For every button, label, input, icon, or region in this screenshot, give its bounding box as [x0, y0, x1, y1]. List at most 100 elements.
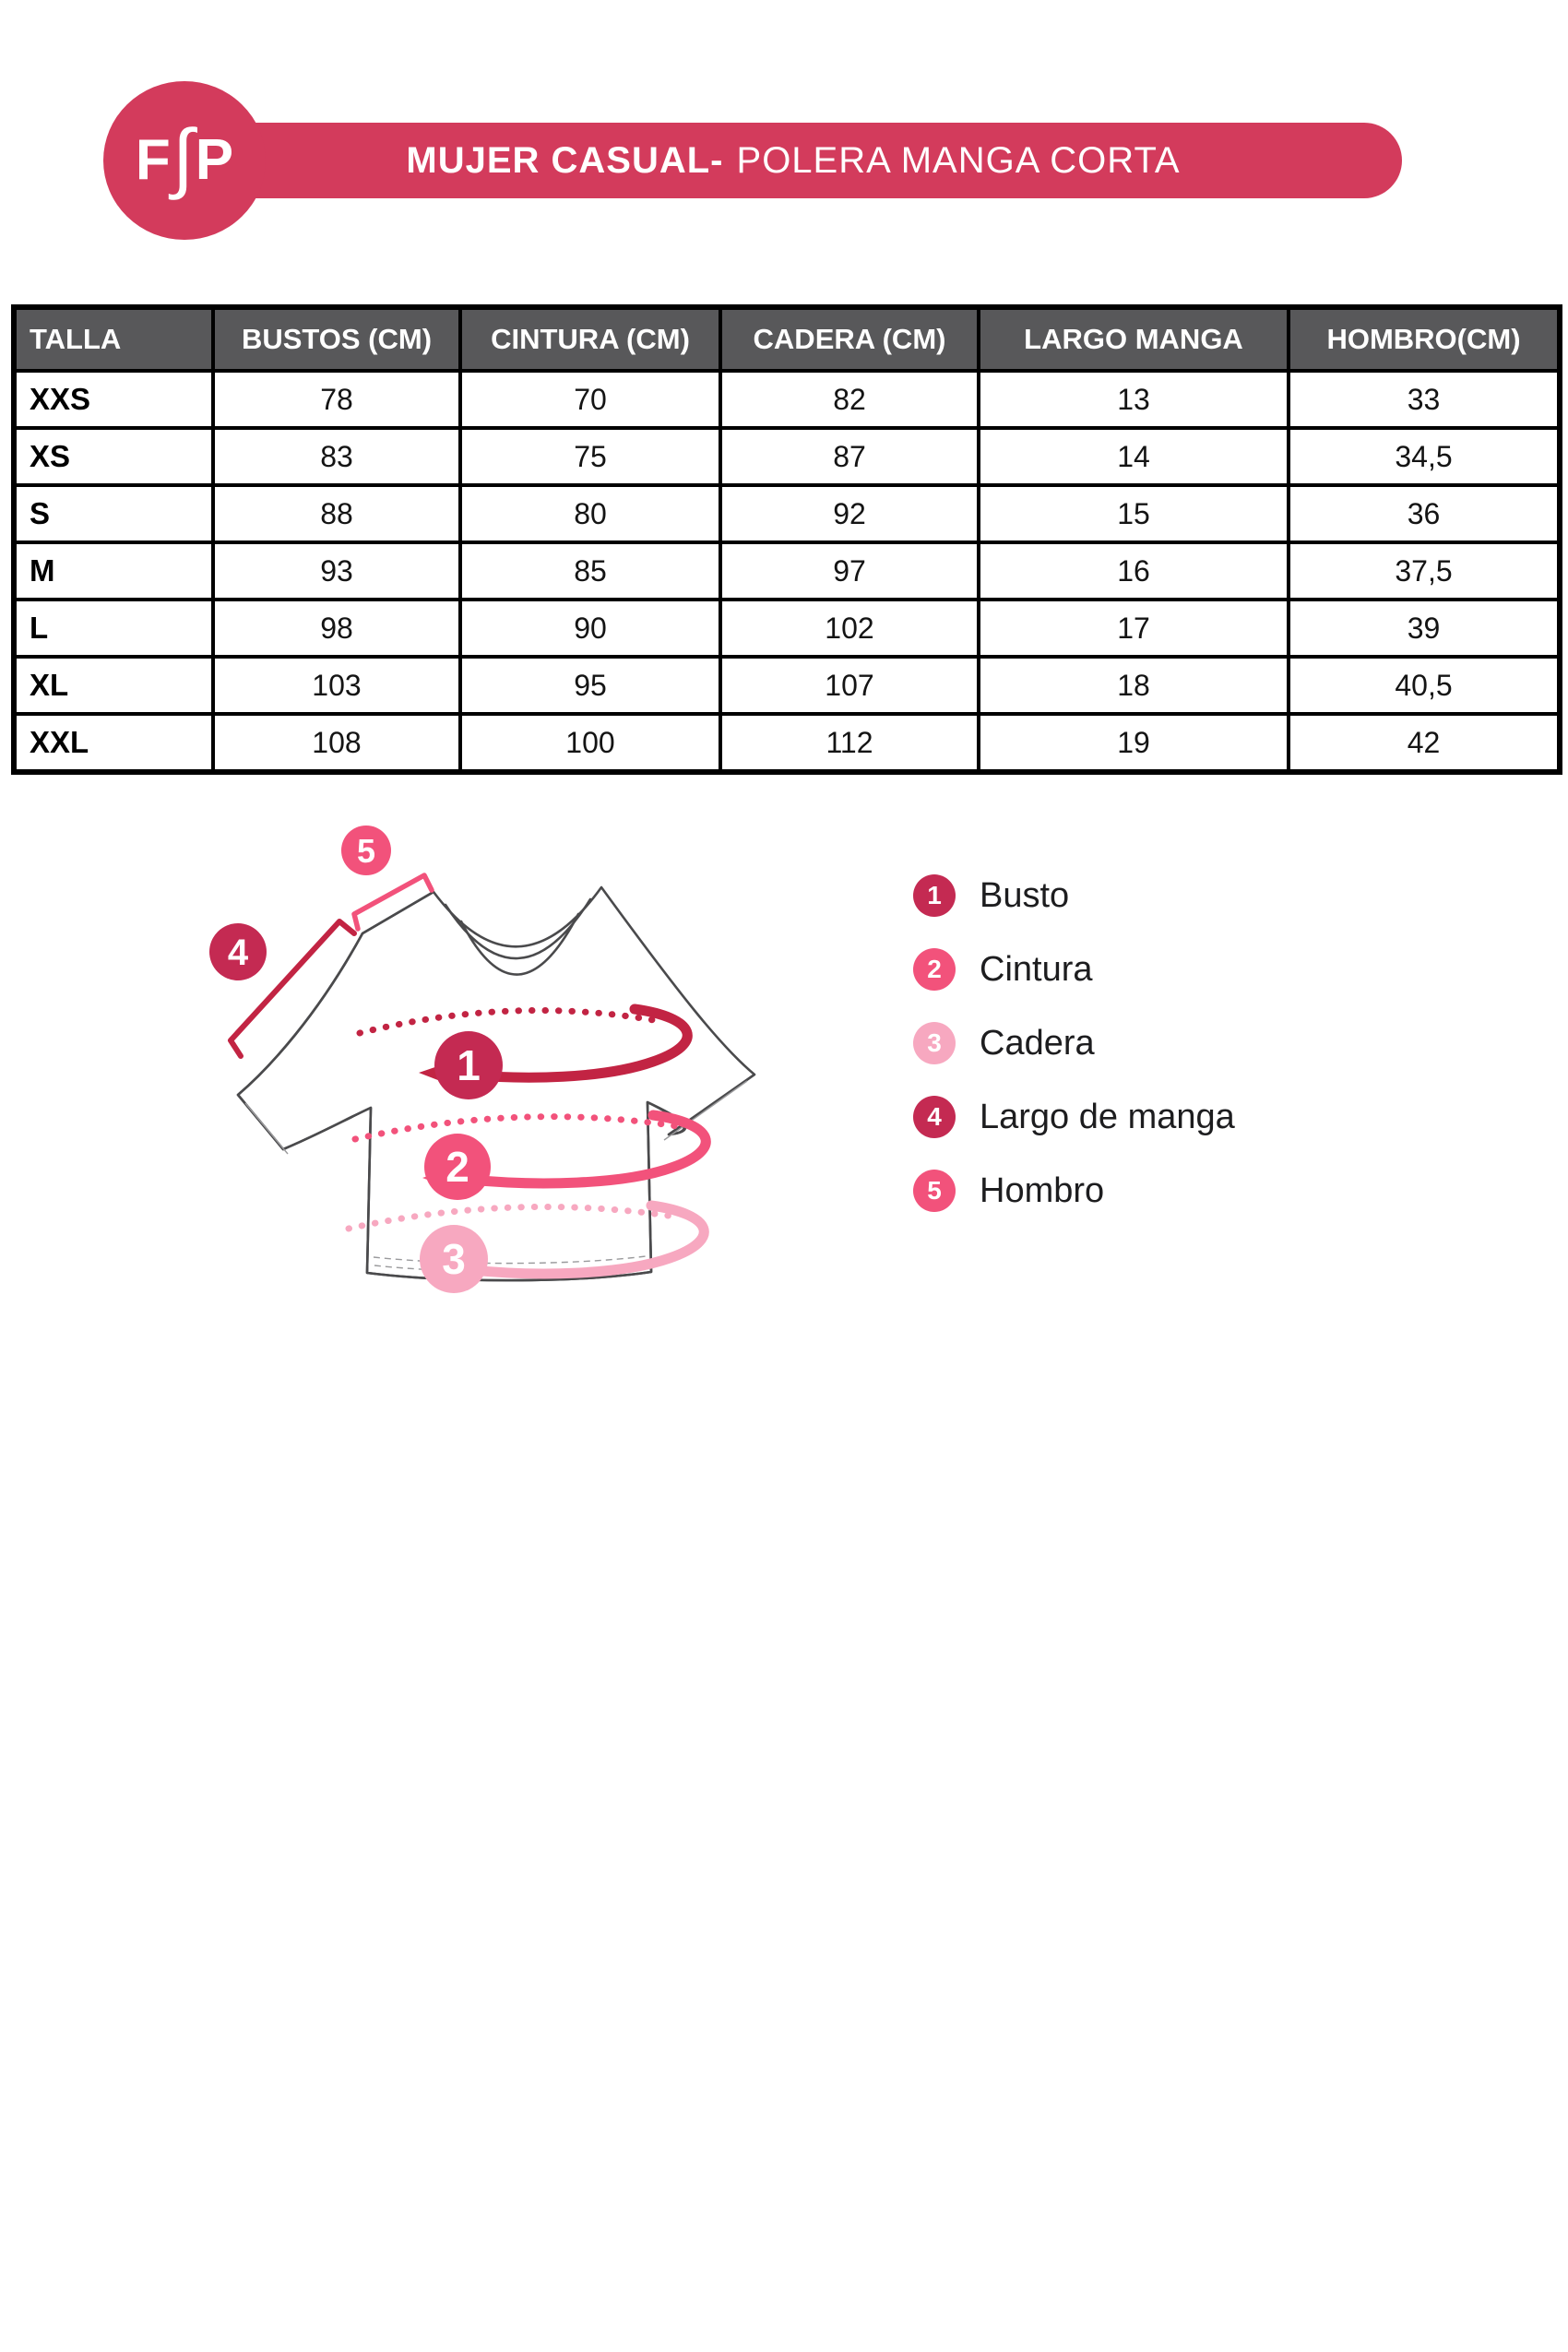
- size-label: L: [12, 598, 215, 659]
- largo-manga-value: 13: [977, 369, 1290, 430]
- hombro-value: 36: [1287, 483, 1562, 544]
- hombro-value: 33: [1287, 369, 1562, 430]
- tshirt-outline: [129, 793, 685, 1280]
- legend-number-badge: 4: [913, 1096, 956, 1138]
- cadera-value: 87: [719, 426, 980, 487]
- size-label: XXL: [12, 712, 215, 774]
- collar-fold-2: [459, 912, 580, 976]
- cintura-value: 85: [458, 540, 722, 601]
- title-product: POLERA MANGA CORTA: [736, 139, 1181, 181]
- bustos-value: 108: [211, 712, 462, 774]
- hip-measure-ring: 3: [345, 1200, 709, 1293]
- bustos-value: 93: [211, 540, 462, 601]
- table-row: XS 83 75 87 14 34,5: [12, 426, 1562, 487]
- cintura-value: 95: [458, 655, 722, 716]
- bustos-value: 88: [211, 483, 462, 544]
- sleeve-length-bracket: 4: [209, 919, 357, 1059]
- col-header-cintura: CINTURA (CM): [458, 305, 722, 373]
- badge-5: [341, 826, 391, 875]
- badge-1: [434, 1031, 503, 1099]
- title-banner: MUJER CASUAL- POLERA MANGA CORTA: [184, 123, 1402, 198]
- cintura-value: 90: [458, 598, 722, 659]
- legend-item: 2 Cintura: [913, 948, 1235, 991]
- cintura-value: 70: [458, 369, 722, 430]
- badge-4-number: 4: [228, 932, 249, 973]
- cadera-value: 112: [719, 712, 980, 774]
- legend-item: 3 Cadera: [913, 1022, 1235, 1064]
- badge-4: [209, 923, 267, 980]
- tshirt-measurement-diagram: 1 2 3 4: [129, 793, 830, 1347]
- legend-label: Cadera: [980, 1023, 1095, 1063]
- largo-manga-value: 14: [977, 426, 1290, 487]
- cadera-value: 107: [719, 655, 980, 716]
- table-row: XXL 108 100 112 19 42: [12, 712, 1562, 774]
- shoulder-bracket: 5: [341, 826, 434, 932]
- bust-measure-ring: 1: [356, 1004, 693, 1099]
- hombro-value: 37,5: [1287, 540, 1562, 601]
- hombro-value: 40,5: [1287, 655, 1562, 716]
- logo-letter-p: P: [195, 128, 234, 192]
- badge-5-number: 5: [357, 832, 375, 870]
- table-header-row: TALLA BUSTOS (CM) CINTURA (CM) CADERA (C…: [12, 305, 1562, 373]
- size-label: XXS: [12, 369, 215, 430]
- table-row: S 88 80 92 15 36: [12, 483, 1562, 544]
- cadera-value: 92: [719, 483, 980, 544]
- hombro-value: 39: [1287, 598, 1562, 659]
- right-sleeve-stitch: [663, 1080, 748, 1141]
- size-label: XL: [12, 655, 215, 716]
- hombro-value: 42: [1287, 712, 1562, 774]
- legend-number-badge: 3: [913, 1022, 956, 1064]
- legend-label: Largo de manga: [980, 1097, 1235, 1136]
- badge-2: [424, 1134, 491, 1200]
- waist-measure-ring: 2: [351, 1110, 711, 1200]
- size-label: S: [12, 483, 215, 544]
- legend-number-badge: 2: [913, 948, 956, 991]
- cintura-value: 75: [458, 426, 722, 487]
- legend-item: 1 Busto: [913, 874, 1235, 917]
- cadera-value: 82: [719, 369, 980, 430]
- cintura-value: 80: [458, 483, 722, 544]
- col-header-bustos: BUSTOS (CM): [211, 305, 462, 373]
- measurement-legend: 1 Busto 2 Cintura 3 Cadera 4 Largo de ma…: [913, 874, 1235, 1212]
- legend-number-badge: 1: [913, 874, 956, 917]
- size-table: TALLA BUSTOS (CM) CINTURA (CM) CADERA (C…: [11, 304, 1562, 775]
- legend-label: Hombro: [980, 1170, 1105, 1210]
- col-header-largo-manga: LARGO MANGA: [977, 305, 1290, 373]
- bustos-value: 78: [211, 369, 462, 430]
- table-row: XL 103 95 107 18 40,5: [12, 655, 1562, 716]
- legend-item: 4 Largo de manga: [913, 1096, 1235, 1138]
- logo-letter-f: F: [135, 128, 171, 192]
- bustos-value: 83: [211, 426, 462, 487]
- bustos-value: 103: [211, 655, 462, 716]
- largo-manga-value: 18: [977, 655, 1290, 716]
- cadera-value: 102: [719, 598, 980, 659]
- page-title: MUJER CASUAL- POLERA MANGA CORTA: [406, 140, 1180, 182]
- bustos-value: 98: [211, 598, 462, 659]
- size-label: M: [12, 540, 215, 601]
- largo-manga-value: 17: [977, 598, 1290, 659]
- largo-manga-value: 15: [977, 483, 1290, 544]
- table-row: M 93 85 97 16 37,5: [12, 540, 1562, 601]
- badge-3: [420, 1225, 488, 1293]
- badge-3-number: 3: [442, 1235, 466, 1283]
- table-row: L 98 90 102 17 39: [12, 598, 1562, 659]
- size-label: XS: [12, 426, 215, 487]
- legend-item: 5 Hombro: [913, 1170, 1235, 1212]
- left-sleeve-stitch: [244, 1102, 289, 1155]
- cadera-value: 97: [719, 540, 980, 601]
- col-header-cadera: CADERA (CM): [719, 305, 980, 373]
- title-category: MUJER CASUAL-: [406, 139, 724, 181]
- hombro-value: 34,5: [1287, 426, 1562, 487]
- cintura-value: 100: [458, 712, 722, 774]
- hem-stitch-1: [373, 1255, 647, 1265]
- table-row: XXS 78 70 82 13 33: [12, 369, 1562, 430]
- legend-label: Busto: [980, 875, 1070, 915]
- col-header-hombro: HOMBRO(CM): [1287, 305, 1562, 373]
- badge-2-number: 2: [445, 1143, 469, 1191]
- col-header-talla: TALLA: [12, 305, 215, 373]
- logo-curve-icon: ∫: [172, 113, 194, 200]
- tshirt-illustration: 1 2 3 4: [129, 793, 756, 1293]
- legend-label: Cintura: [980, 949, 1093, 989]
- badge-1-number: 1: [457, 1041, 481, 1089]
